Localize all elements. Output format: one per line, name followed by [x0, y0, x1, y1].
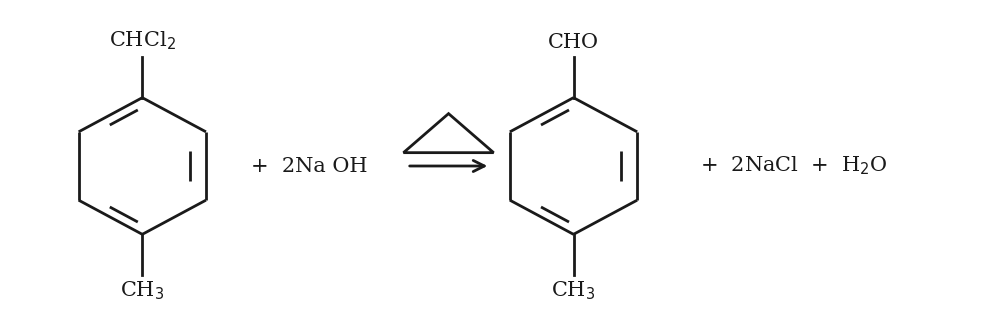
- Text: CHCl$_2$: CHCl$_2$: [109, 30, 176, 52]
- Text: +  2Na OH: + 2Na OH: [251, 156, 367, 176]
- Text: CH$_3$: CH$_3$: [120, 280, 165, 302]
- Text: CHO: CHO: [548, 33, 599, 52]
- Text: CH$_3$: CH$_3$: [551, 280, 596, 302]
- Text: +  2NaCl  +  H$_2$O: + 2NaCl + H$_2$O: [700, 155, 888, 177]
